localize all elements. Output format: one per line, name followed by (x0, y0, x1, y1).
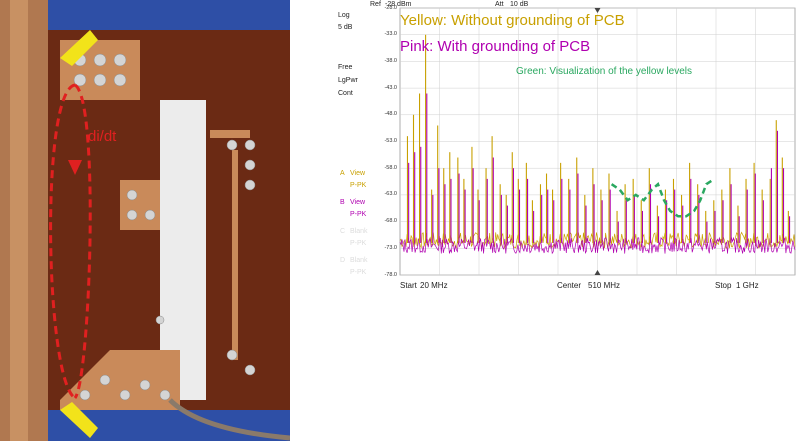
stop-label: Stop (715, 281, 732, 290)
scale-type: Log (338, 12, 350, 19)
y-tick-label: -33.0 (384, 31, 397, 38)
yellow-arrow-bottom (60, 402, 98, 438)
trace-a-state: View (350, 170, 366, 177)
center-value: 510 MHz (588, 281, 621, 290)
y-tick-label: -63.0 (384, 191, 397, 198)
legend-yellow: Yellow: Without grounding of PCB (400, 12, 625, 29)
yellow-noise-floor (399, 231, 796, 250)
trace-c-state: Blank (350, 228, 368, 235)
start-value: 20 MHz (420, 281, 448, 290)
di-dt-label: di/dt (88, 128, 117, 145)
center-marker-top (594, 8, 601, 13)
att-value: 10 dB (510, 1, 529, 8)
pcb-photo-drawing (0, 0, 291, 441)
ref-value: -28 dBm (385, 1, 412, 8)
scale-div: 5 dB (338, 24, 353, 31)
pink-noise-floor (399, 236, 796, 255)
copper-highlight (10, 0, 28, 441)
current-path-left (49, 83, 77, 400)
y-tick-label: -73.0 (384, 244, 397, 251)
mode-cont: Cont (338, 90, 353, 97)
trace-d-detector: P-PK (350, 269, 367, 276)
y-tick-label: -38.0 (384, 57, 397, 64)
trace-d-letter: D (340, 257, 346, 264)
center-marker-bottom (594, 270, 601, 275)
trace-b-letter: B (340, 199, 345, 206)
y-tick-label: -58.0 (384, 164, 397, 171)
y-tick-label: -78.0 (384, 271, 397, 278)
copper-pad-mid (120, 180, 160, 230)
legend-pink: Pink: With grounding of PCB (400, 38, 591, 55)
trace-c-letter: C (340, 228, 346, 235)
y-tick-label: -48.0 (384, 111, 397, 118)
spectrum-analyzer-screen: Ref -28 dBm Att 10 dB Log 5 dB Free LgPw… (330, 0, 800, 441)
ref-label: Ref (370, 1, 381, 8)
y-tick-label: -68.0 (384, 218, 397, 225)
att-label: Att (495, 1, 504, 8)
y-tick-label: -43.0 (384, 84, 397, 91)
current-arrow-head (68, 160, 82, 175)
current-path-right (73, 83, 92, 399)
solder-points (73, 53, 256, 401)
y-tick-label: -53.0 (384, 138, 397, 144)
mode-lgpwr: LgPwr (338, 77, 358, 84)
center-label: Center (557, 281, 582, 290)
green-level-line (610, 177, 716, 218)
trace-a-detector: P-PK (350, 182, 367, 189)
copper-trace-top (210, 130, 250, 138)
y-tick-label: -28.0 (384, 4, 397, 11)
trace-d-state: Blank (350, 257, 368, 264)
trace-c-detector: P-PK (350, 240, 367, 247)
spectrum-plot (399, 7, 796, 276)
trace-a-letter: A (340, 170, 345, 177)
mode-free: Free (338, 64, 353, 71)
trace-b-state: View (350, 199, 366, 206)
copper-trace-right (232, 150, 238, 360)
trace-b-detector: P-PK (350, 211, 367, 218)
yellow-arrow-top (60, 30, 98, 66)
pcb-photo: di/dt (0, 0, 291, 441)
stop-value: 1 GHz (736, 281, 759, 290)
start-label: Start (400, 281, 417, 290)
legend-green: Green: Visualization of the yellow level… (516, 66, 693, 77)
coax-cable (168, 398, 291, 441)
